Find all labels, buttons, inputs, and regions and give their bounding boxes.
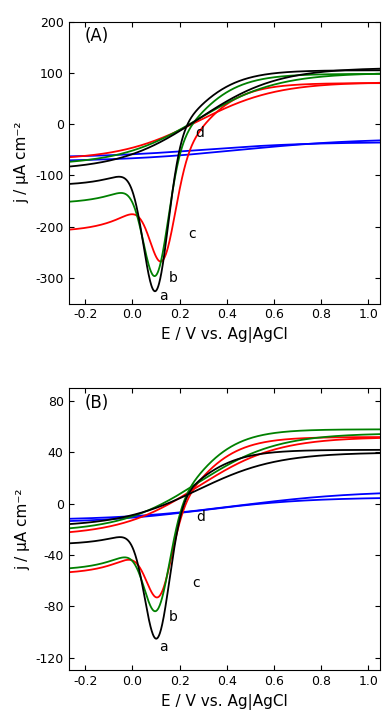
Text: a: a xyxy=(160,289,168,303)
Y-axis label: j / μA cm⁻²: j / μA cm⁻² xyxy=(15,122,30,204)
Text: c: c xyxy=(188,227,196,242)
Text: (B): (B) xyxy=(84,394,109,412)
Text: a: a xyxy=(160,640,168,655)
X-axis label: E / V vs. Ag|AgCl: E / V vs. Ag|AgCl xyxy=(161,327,288,343)
Text: d: d xyxy=(196,510,205,523)
Y-axis label: j / μA cm⁻²: j / μA cm⁻² xyxy=(15,488,30,570)
X-axis label: E / V vs. Ag|AgCl: E / V vs. Ag|AgCl xyxy=(161,694,288,710)
Text: d: d xyxy=(195,126,204,141)
Text: c: c xyxy=(192,576,200,590)
Text: b: b xyxy=(169,271,178,285)
Text: b: b xyxy=(169,609,178,624)
Text: (A): (A) xyxy=(84,27,109,45)
